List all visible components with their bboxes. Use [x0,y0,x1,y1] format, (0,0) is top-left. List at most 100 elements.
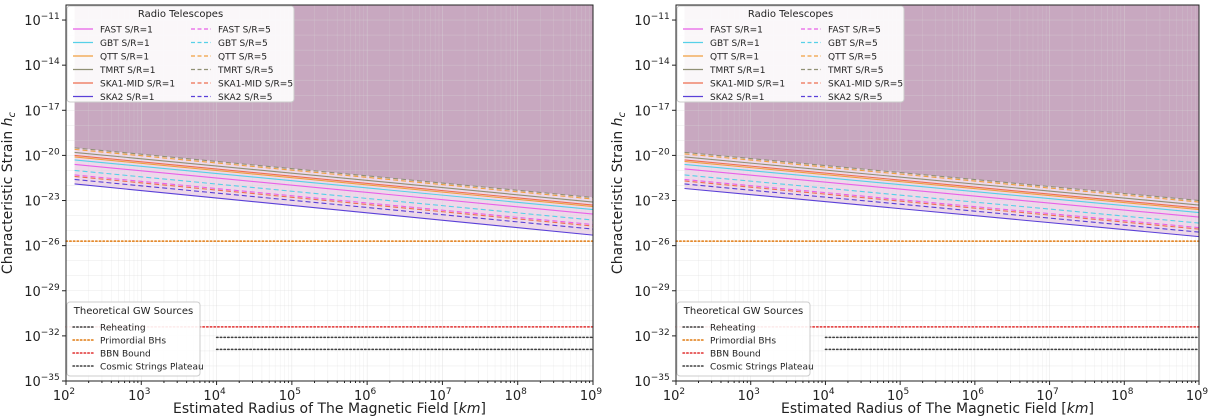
series-line-tmrt-s-r-5 [74,147,594,199]
y-tick-label: 10−14 [634,57,670,74]
legend-label: Cosmic Strings Plateau [710,363,814,373]
legend-label: FAST S/R=1 [100,26,153,36]
series-line-gbt-s-r-1 [74,159,594,211]
legend-label: SKA1-MID S/R=1 [710,80,785,90]
series-line-ska1-mid-s-r-5 [74,175,594,227]
legend-label: TMRT S/R=5 [827,66,884,76]
y-tick-label: 10−29 [634,283,670,300]
legend-label: GBT S/R=1 [100,39,150,49]
legend-label: GBT S/R=5 [218,39,268,49]
axes-frame [65,4,594,382]
x-tick-label: 108 [1111,387,1134,404]
y-tick-label: 10−29 [24,283,60,300]
series-line-qtt-s-r-1 [684,160,1200,211]
y-tick-label: 10−32 [634,328,670,345]
series-line-tmrt-s-r-1 [74,151,594,203]
y-tick-label: 10−11 [634,12,670,29]
x-tick-label: 102 [663,387,685,404]
legend-radio-telescopes: Radio Telescopes FAST S/R=1 GBT S/R=1 QTT S… [66,5,295,103]
legend-label: SKA1-MID S/R=5 [218,80,293,90]
legend-gw-sources: Theoretical GW Sources Reheating Primordia… [66,301,204,377]
legend-label: BBN Bound [100,350,151,360]
y-tick-label: 10−35 [24,373,60,390]
legend-label: FAST S/R=5 [218,26,271,36]
axes-frame [675,4,1200,382]
y-tick-label: 10−17 [634,102,670,119]
y-tick-label: 10−14 [24,57,60,74]
series-line-tmrt-s-r-5 [684,151,1200,202]
y-tick-label: 10−23 [24,193,60,210]
x-tick-label: 102 [53,387,75,404]
series-line-fast-s-r-5 [74,174,594,226]
legend-label: SKA2 S/R=5 [218,93,272,103]
y-tick-label: 10−20 [634,147,670,164]
legend-title: Radio Telescopes [748,9,833,20]
legend-label: TMRT S/R=1 [99,66,156,76]
chart-panel-2: 102 103 104 105 106 107 108 10910−3510−3210−291… [610,4,1209,416]
series-line-fast-s-r-1 [684,168,1200,218]
series-line-ska1-mid-s-r-5 [684,180,1200,230]
legend-box [66,5,295,103]
series-line-gbt-s-r-5 [684,174,1200,224]
legend-title: Theoretical GW Sources [73,306,193,317]
x-tick-label: 108 [505,387,528,404]
legend-title: Theoretical GW Sources [683,306,803,317]
y-tick-label: 10−26 [24,238,60,255]
legend-label: TMRT S/R=1 [709,66,766,76]
series-line-fast-s-r-5 [684,178,1200,229]
series-line-ska2-s-r-5 [684,183,1200,233]
legend-title: Radio Telescopes [138,9,223,20]
legend-box [66,301,201,377]
series-line-ska1-mid-s-r-1 [74,154,594,206]
legend-label: SKA1-MID S/R=5 [828,80,903,90]
legend-label: GBT S/R=5 [828,39,878,49]
legend-label: SKA1-MID S/R=1 [100,80,175,90]
chart-panel-1: 102 103 104 105 106 107 108 10910−3510−3210−291… [0,4,603,416]
y-tick-label: 10−23 [634,193,670,210]
x-tick-label: 103 [738,387,760,404]
series-line-qtt-s-r-1 [74,156,594,208]
y-tick-label: 10−17 [24,102,60,119]
series-line-fast-s-r-1 [74,163,594,215]
legend-label: QTT S/R=1 [710,53,759,63]
legend-label: GBT S/R=1 [710,39,760,49]
y-tick-label: 10−32 [24,328,60,345]
legend-box [676,5,905,103]
y-tick-label: 10−26 [634,238,670,255]
series-line-ska2-s-r-1 [74,183,594,236]
legend-label: Primordial BHs [100,337,166,347]
legend-label: SKA2 S/R=5 [828,93,882,103]
x-tick-label: 109 [1186,387,1209,404]
legend-radio-telescopes: Radio Telescopes FAST S/R=1 GBT S/R=1 QTT S… [676,5,905,103]
x-tick-label: 109 [580,387,603,404]
legend-label: Primordial BHs [710,337,776,347]
series-line-ska1-mid-s-r-1 [684,159,1200,209]
legend-label: Cosmic Strings Plateau [100,363,204,373]
series-line-ska2-s-r-1 [684,187,1200,238]
x-axis-label: Estimated Radius of The Magnetic Field [… [781,401,1094,416]
y-tick-label: 10−11 [24,12,60,29]
legend-label: TMRT S/R=5 [217,66,274,76]
legend-label: FAST S/R=1 [710,26,763,36]
legend-label: QTT S/R=5 [828,53,877,63]
legend-label: Reheating [100,324,146,334]
legend-box [676,301,811,377]
x-axis-label: Estimated Radius of The Magnetic Field [… [173,401,486,416]
x-tick-label: 103 [128,387,150,404]
y-tick-label: 10−20 [24,147,60,164]
legend-label: Reheating [710,324,756,334]
legend-label: SKA2 S/R=1 [710,93,764,103]
y-axis-label: Characteristic Strain hc [0,111,18,274]
series-line-qtt-s-r-5 [74,148,594,200]
series-line-ska2-s-r-5 [74,178,594,230]
series-line-tmrt-s-r-1 [684,156,1200,206]
series-line-gbt-s-r-1 [684,163,1200,214]
y-axis-label: Characteristic Strain hc [610,111,628,274]
series-line-gbt-s-r-5 [74,169,594,221]
legend-label: FAST S/R=5 [828,26,881,36]
legend-label: QTT S/R=5 [218,53,267,63]
legend-label: SKA2 S/R=1 [100,93,154,103]
legend-label: BBN Bound [710,350,761,360]
legend-gw-sources: Theoretical GW Sources Reheating Primordia… [676,301,814,377]
